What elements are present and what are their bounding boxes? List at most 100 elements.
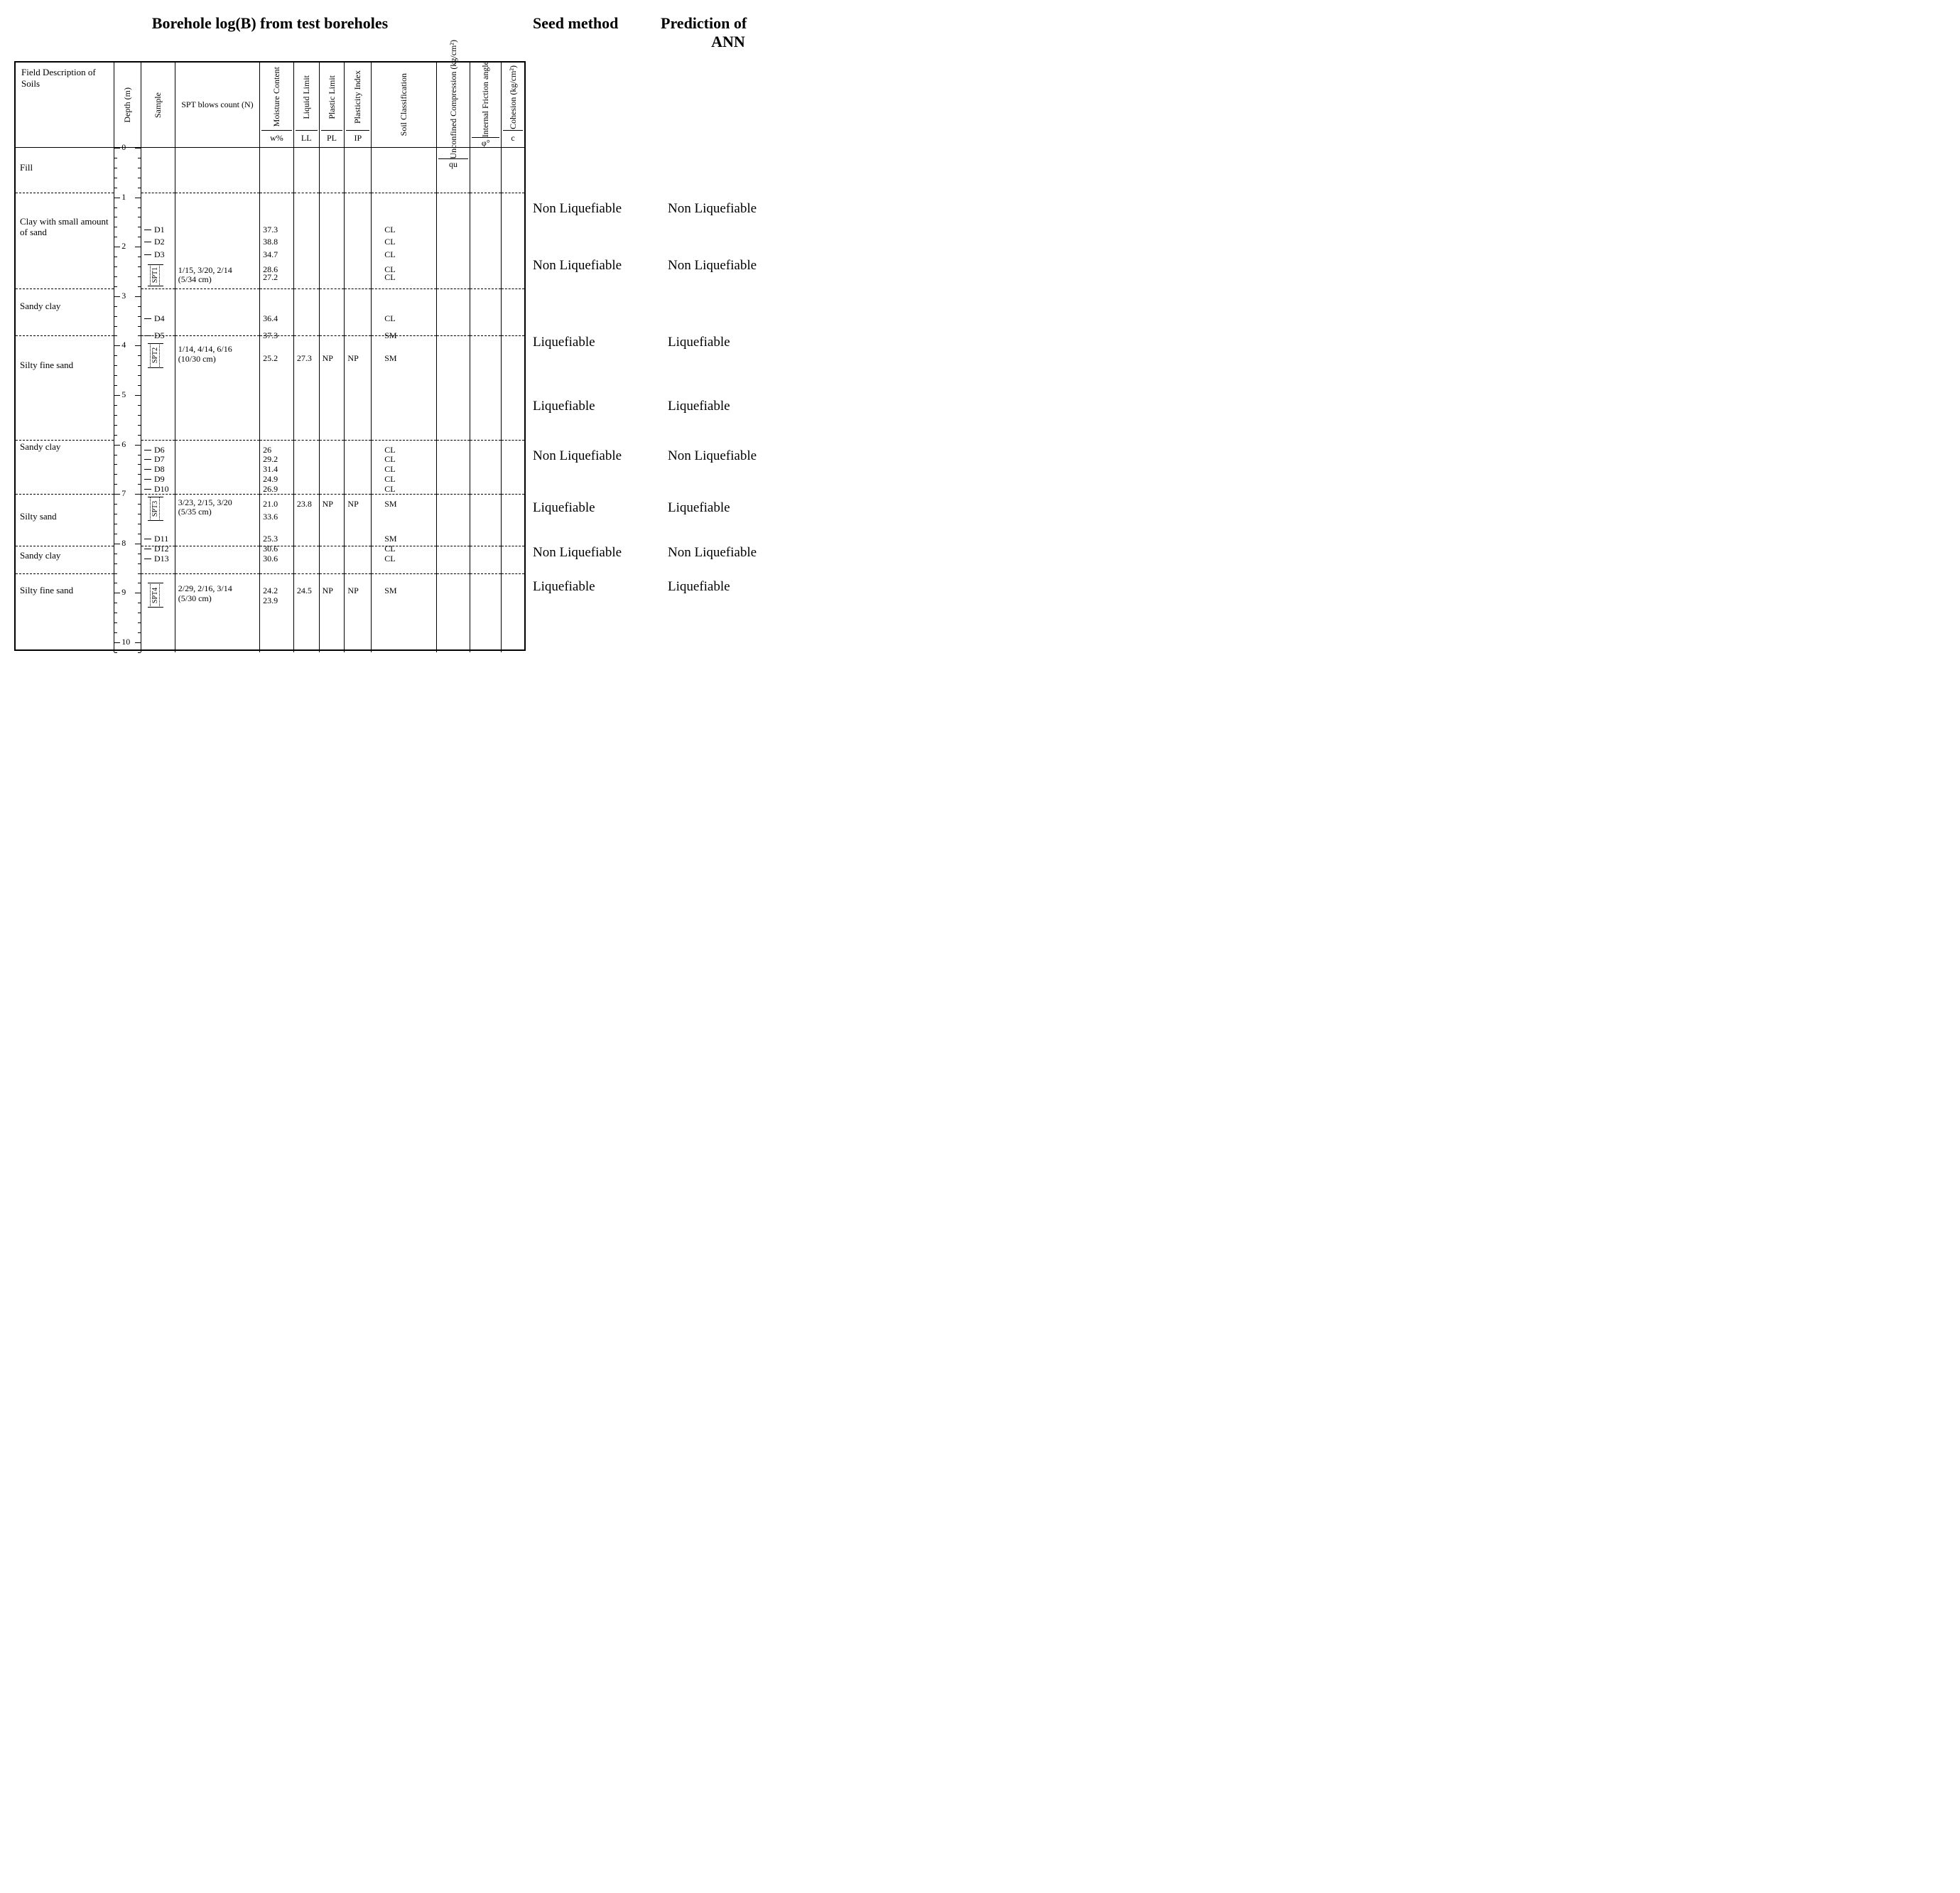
header-sublabel-c: c — [503, 130, 523, 146]
stratum-boundary-line — [502, 335, 524, 336]
sample-label: D12 — [154, 544, 169, 554]
stratum-boundary-line — [470, 335, 501, 336]
header-col-ll: Liquid LimitLL — [294, 63, 320, 147]
sample-tick — [144, 479, 151, 480]
body-col-field: FillClay with small amount of sandSandy … — [16, 148, 114, 652]
header-label-w: Moisture Content — [271, 67, 282, 126]
header-label-ll: Liquid Limit — [301, 75, 312, 119]
header-sublabel-pl: PL — [321, 130, 343, 146]
stratum-boundary-line — [372, 288, 435, 289]
depth-tick-label: 1 — [121, 192, 126, 203]
depth-tick-label: 2 — [121, 241, 126, 252]
stratum-boundary-line — [320, 573, 345, 574]
data-value-soil: SM — [384, 330, 396, 341]
seed-prediction: Liquefiable — [533, 399, 595, 414]
stratum-boundary-line — [437, 335, 470, 336]
header-label-sample: Sample — [153, 92, 163, 118]
data-value-ip: NP — [347, 499, 358, 509]
sample-label: D9 — [154, 474, 165, 485]
header-label-spt: SPT blows count (N) — [178, 99, 256, 110]
stratum-boundary-line — [372, 335, 435, 336]
sample-label: D6 — [154, 445, 165, 455]
ann-prediction: Non Liquefiable — [668, 258, 757, 274]
data-value-w: 37.3 — [263, 225, 278, 235]
depth-tick-label: 7 — [121, 488, 126, 499]
data-value-soil: CL — [384, 225, 395, 235]
sample-tick — [144, 335, 151, 336]
stratum-boundary-line — [320, 494, 345, 495]
data-value-w: 25.3 — [263, 534, 278, 544]
spt-sample-box: SPT4 — [150, 583, 160, 608]
spt-sample-box: SPT2 — [150, 343, 160, 368]
header-col-depth: Depth (m) — [114, 63, 141, 147]
stratum-description: Silty fine sand — [20, 360, 111, 371]
depth-tick-label: 5 — [121, 389, 126, 400]
header-label-phi: Internal Friction angle — [480, 61, 491, 137]
data-value-soil: CL — [384, 464, 395, 475]
title-ann-line2: ANN — [661, 33, 796, 51]
stratum-boundary-line — [260, 288, 293, 289]
data-value-w: 24.2 — [263, 586, 278, 596]
data-value-soil: CL — [384, 554, 395, 564]
stratum-boundary-line — [470, 573, 501, 574]
data-value-soil: CL — [384, 544, 395, 554]
stratum-boundary-line — [372, 494, 435, 495]
body-col-ll: 27.323.824.5 — [294, 148, 320, 652]
stratum-boundary-line — [16, 440, 114, 441]
stratum-description: Sandy clay — [20, 442, 111, 453]
stratum-boundary-line — [345, 288, 371, 289]
data-value-w: 33.6 — [263, 512, 278, 522]
stratum-description: Fill — [20, 163, 111, 173]
stratum-boundary-line — [345, 335, 371, 336]
stratum-boundary-line — [175, 440, 259, 441]
seed-prediction: Liquefiable — [533, 579, 595, 595]
data-value-soil: CL — [384, 313, 395, 324]
spt-sample-box: SPT1 — [150, 264, 160, 286]
header-label-depth: Depth (m) — [122, 87, 133, 123]
stratum-boundary-line — [16, 335, 114, 336]
header-col-soil: Soil Classification — [372, 63, 436, 147]
page: Borehole log(B) from test boreholes Seed… — [14, 14, 796, 651]
stratum-boundary-line — [502, 494, 524, 495]
body-col-qu — [437, 148, 471, 652]
data-value-w: 25.2 — [263, 353, 278, 364]
depth-tick-label: 8 — [121, 538, 126, 549]
title-ann-line1: Prediction of — [661, 14, 747, 32]
sample-label: D1 — [154, 225, 165, 235]
sample-label: D10 — [154, 484, 169, 495]
data-value-w: 26.9 — [263, 484, 278, 495]
stratum-boundary-line — [141, 440, 175, 441]
stratum-boundary-line — [372, 440, 435, 441]
stratum-description: Sandy clay — [20, 301, 111, 312]
header-label-field: Field Description of Soils — [16, 63, 114, 94]
stratum-boundary-line — [345, 440, 371, 441]
stratum-boundary-line — [470, 494, 501, 495]
spt-blows-text: 1/14, 4/14, 6/16(10/30 cm) — [178, 345, 258, 365]
body-col-w: 37.338.834.728.627.236.437.325.22629.231… — [260, 148, 294, 652]
data-value-w: 37.3 — [263, 330, 278, 341]
sample-tick — [144, 459, 151, 460]
header-sublabel-w: w% — [261, 130, 292, 146]
sample-tick — [144, 489, 151, 490]
body-col-pl: NPNPNP — [320, 148, 345, 652]
header-col-spt: SPT blows count (N) — [175, 63, 260, 147]
sample-label: D7 — [154, 454, 165, 465]
data-value-soil: SM — [384, 353, 396, 364]
data-value-soil: CL — [384, 249, 395, 260]
data-value-w: 27.2 — [263, 272, 278, 283]
title-seed-method: Seed method — [526, 14, 661, 51]
stratum-boundary-line — [437, 288, 470, 289]
stratum-boundary-line — [294, 288, 319, 289]
depth-tick-label: 10 — [121, 637, 130, 647]
stratum-boundary-line — [437, 440, 470, 441]
header-sublabel-ip: IP — [346, 130, 369, 146]
stratum-boundary-line — [502, 573, 524, 574]
data-value-w: 30.6 — [263, 554, 278, 564]
stratum-boundary-line — [16, 494, 114, 495]
stratum-boundary-line — [175, 573, 259, 574]
spt-label: SPT1 — [151, 267, 159, 283]
stratum-boundary-line — [175, 288, 259, 289]
data-value-w: 29.2 — [263, 454, 278, 465]
sample-label: D5 — [154, 330, 165, 341]
stratum-boundary-line — [260, 573, 293, 574]
